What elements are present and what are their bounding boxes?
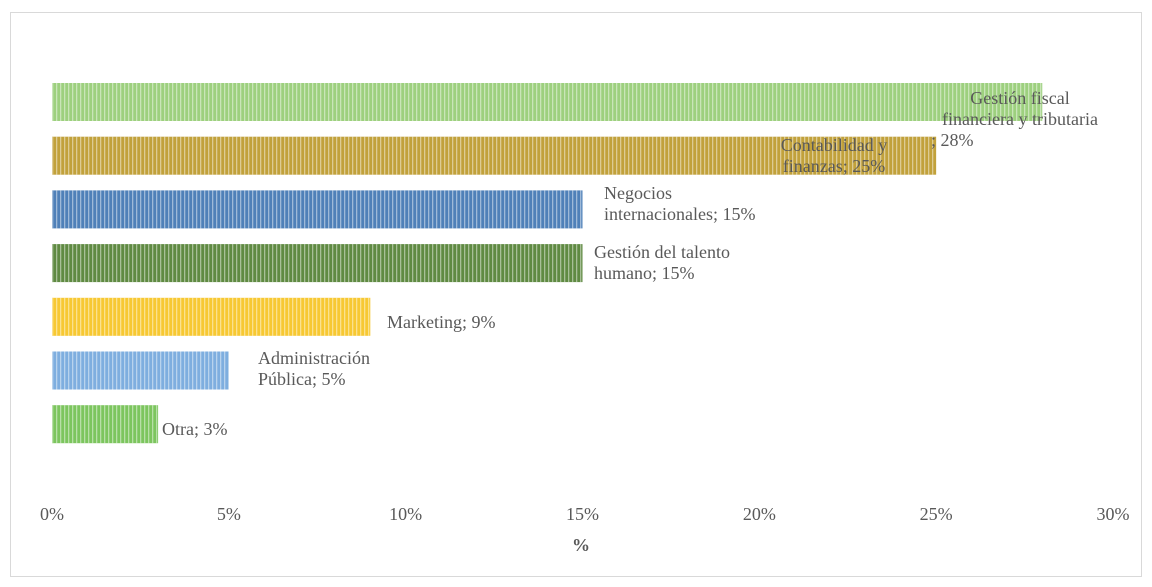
- bar-3: [52, 190, 583, 229]
- x-axis-title: %: [572, 535, 590, 555]
- data-label-1: Gestión fiscal financiera y tributaria; 2…: [931, 88, 1098, 150]
- data-label-line: Gestión fiscal: [970, 88, 1069, 108]
- data-label-line: Negocios: [604, 183, 672, 203]
- x-axis-ticks: 0% 5% 10% 15% 20% 25% 30%: [40, 504, 1130, 524]
- bar-7: [52, 405, 159, 444]
- bar-6: [52, 351, 229, 390]
- bar-1: [52, 83, 1043, 121]
- x-tick-label: 15%: [566, 504, 599, 524]
- data-label-4: Gestión del talento humano; 15%: [594, 242, 730, 283]
- bars-group: [52, 83, 1043, 444]
- bar-stripe-overlay: [52, 297, 371, 336]
- x-tick-label: 0%: [40, 504, 64, 524]
- data-label-line: humano; 15%: [594, 263, 695, 283]
- data-label-line: finanzas; 25%: [783, 156, 885, 176]
- x-tick-label: 10%: [389, 504, 422, 524]
- bar-5: [52, 297, 371, 336]
- x-tick-label: 30%: [1097, 504, 1130, 524]
- data-label-line: Administración: [258, 348, 370, 368]
- bar-2: [52, 136, 937, 175]
- bar-stripe-overlay: [52, 351, 229, 390]
- data-label-5: Marketing; 9%: [387, 312, 495, 332]
- data-label-line: Otra; 3%: [162, 419, 227, 439]
- bar-stripe-overlay: [52, 405, 159, 444]
- data-label-6: Administración Pública; 5%: [258, 348, 370, 389]
- bar-stripe-overlay: [52, 136, 937, 175]
- bar-stripe-overlay: [52, 83, 1043, 121]
- x-tick-label: 5%: [217, 504, 241, 524]
- data-label-line: Pública; 5%: [258, 369, 346, 389]
- data-label-line: Gestión del talento: [594, 242, 730, 262]
- data-label-7: Otra; 3%: [162, 419, 227, 439]
- data-label-line: internacionales; 15%: [604, 204, 755, 224]
- data-label-line: ; 28%: [931, 130, 974, 150]
- data-label-line: Marketing; 9%: [387, 312, 495, 332]
- data-label-2: Contabilidad y finanzas; 25%: [781, 135, 888, 176]
- bar-4: [52, 244, 583, 283]
- bar-stripe-overlay: [52, 190, 583, 229]
- data-label-line: financiera y tributaria: [942, 109, 1098, 129]
- data-label-3: Negocios internacionales; 15%: [604, 183, 755, 224]
- bar-stripe-overlay: [52, 244, 583, 283]
- x-tick-label: 25%: [920, 504, 953, 524]
- data-labels-group: Gestión fiscal financiera y tributaria; 2…: [162, 88, 1098, 439]
- data-label-line: Contabilidad y: [781, 135, 888, 155]
- x-tick-label: 20%: [743, 504, 776, 524]
